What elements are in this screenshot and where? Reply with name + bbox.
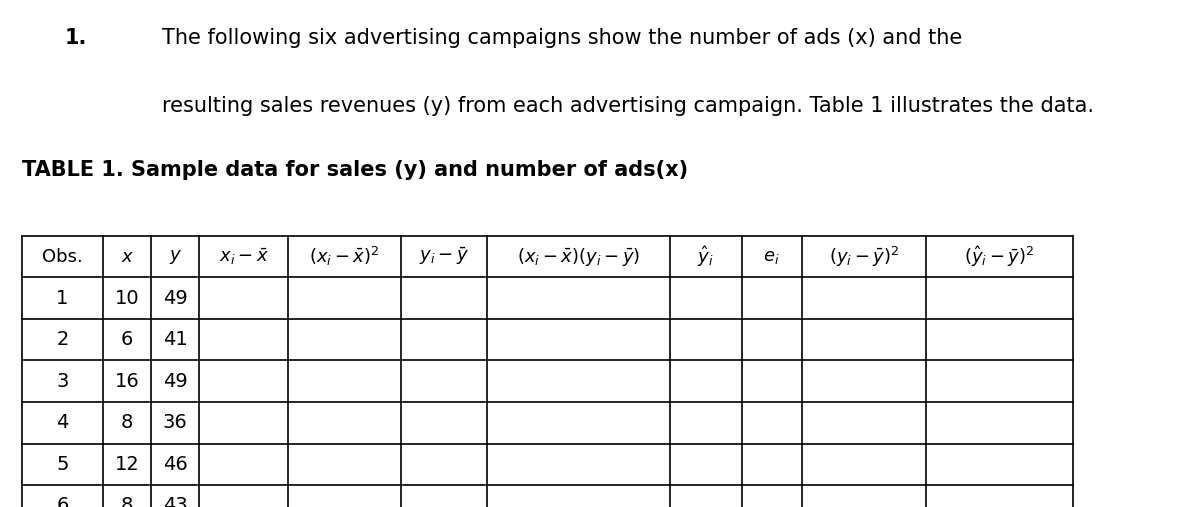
Text: resulting sales revenues (y) from each advertising campaign. Table 1 illustrates: resulting sales revenues (y) from each a… bbox=[162, 96, 1094, 116]
Text: 43: 43 bbox=[163, 496, 187, 507]
Text: $(\hat{y}_i - \bar{y})^2$: $(\hat{y}_i - \bar{y})^2$ bbox=[965, 244, 1034, 269]
Text: $\hat{y}_i$: $\hat{y}_i$ bbox=[697, 244, 714, 269]
Text: $y$: $y$ bbox=[168, 247, 182, 266]
Text: $(x_i - \bar{x})^2$: $(x_i - \bar{x})^2$ bbox=[310, 245, 379, 268]
Text: 6: 6 bbox=[56, 496, 68, 507]
Text: $x$: $x$ bbox=[120, 247, 134, 266]
Text: $e_i$: $e_i$ bbox=[763, 247, 780, 266]
Text: 5: 5 bbox=[56, 455, 68, 474]
Text: Obs.: Obs. bbox=[42, 247, 83, 266]
Text: 49: 49 bbox=[163, 372, 187, 391]
Text: $y_i - \bar{y}$: $y_i - \bar{y}$ bbox=[419, 246, 469, 267]
Text: 46: 46 bbox=[163, 455, 187, 474]
Text: 16: 16 bbox=[115, 372, 139, 391]
Text: 3: 3 bbox=[56, 372, 68, 391]
Text: 8: 8 bbox=[121, 413, 133, 432]
Text: $(y_i - \bar{y})^2$: $(y_i - \bar{y})^2$ bbox=[829, 244, 899, 269]
Text: $(x_i - \bar{x})(y_i - \bar{y})$: $(x_i - \bar{x})(y_i - \bar{y})$ bbox=[517, 245, 640, 268]
Text: 1: 1 bbox=[56, 288, 68, 308]
Text: 8: 8 bbox=[121, 496, 133, 507]
Text: $x_i - \bar{x}$: $x_i - \bar{x}$ bbox=[218, 246, 269, 267]
Text: 4: 4 bbox=[56, 413, 68, 432]
Text: 2: 2 bbox=[56, 330, 68, 349]
Text: TABLE 1. Sample data for sales (y) and number of ads(x): TABLE 1. Sample data for sales (y) and n… bbox=[22, 160, 688, 179]
Text: 41: 41 bbox=[163, 330, 187, 349]
Text: 49: 49 bbox=[163, 288, 187, 308]
Text: 1.: 1. bbox=[65, 28, 88, 48]
Text: 36: 36 bbox=[163, 413, 187, 432]
Text: 6: 6 bbox=[121, 330, 133, 349]
Text: 10: 10 bbox=[115, 288, 139, 308]
Text: 12: 12 bbox=[115, 455, 139, 474]
Text: The following six advertising campaigns show the number of ads (x) and the: The following six advertising campaigns … bbox=[162, 28, 962, 48]
